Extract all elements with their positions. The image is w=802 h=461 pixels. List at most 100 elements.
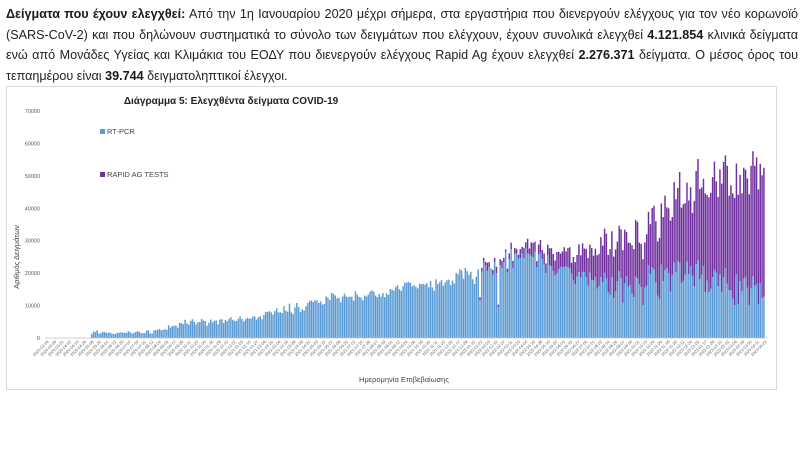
bar-rt-pcr bbox=[547, 254, 549, 338]
bar-rt-pcr bbox=[605, 278, 608, 338]
bar-rapid-ag bbox=[642, 259, 644, 306]
bar-rt-pcr bbox=[743, 278, 745, 338]
bar-rt-pcr bbox=[204, 321, 206, 338]
bar-rapid-ag bbox=[682, 204, 685, 281]
bar-rt-pcr bbox=[376, 297, 379, 338]
bar-rt-pcr bbox=[345, 296, 348, 338]
bar-rt-pcr bbox=[307, 302, 309, 338]
bar-rapid-ag bbox=[752, 151, 754, 277]
y-tick-label: 0 bbox=[37, 336, 40, 342]
bar-rt-pcr bbox=[318, 302, 320, 338]
bar-rapid-ag bbox=[700, 187, 703, 275]
bar-rt-pcr bbox=[257, 317, 260, 338]
bar-rt-pcr bbox=[294, 307, 296, 338]
bar-rt-pcr bbox=[160, 330, 163, 338]
bar-rapid-ag bbox=[660, 203, 663, 265]
stacked-bar-chart: Διάγραμμα 5: Ελεγχθέντα δείγματα COVID-1… bbox=[12, 96, 768, 384]
bar-rt-pcr bbox=[732, 298, 734, 338]
bar-rt-pcr bbox=[543, 264, 545, 338]
bar-rapid-ag bbox=[741, 193, 743, 292]
bar-rt-pcr bbox=[473, 284, 476, 338]
bar-rapid-ag bbox=[488, 262, 490, 268]
bar-rapid-ag bbox=[552, 254, 554, 272]
bar-rt-pcr bbox=[208, 322, 210, 338]
bar-rt-pcr bbox=[754, 285, 756, 338]
bar-rapid-ag bbox=[580, 255, 582, 278]
bar-rt-pcr bbox=[365, 296, 368, 338]
bar-rt-pcr bbox=[103, 331, 106, 338]
bar-rapid-ag bbox=[706, 194, 708, 281]
bar-rt-pcr bbox=[534, 251, 536, 338]
y-tick-label: 60000 bbox=[25, 141, 40, 147]
bar-rt-pcr bbox=[592, 280, 595, 338]
bar-rt-pcr bbox=[682, 280, 685, 338]
bar-rt-pcr bbox=[583, 271, 586, 338]
bar-rt-pcr bbox=[638, 283, 641, 338]
bar-rt-pcr bbox=[459, 268, 461, 338]
bar-rapid-ag bbox=[649, 224, 652, 275]
bar-rapid-ag bbox=[699, 189, 701, 279]
bar-rt-pcr bbox=[435, 279, 437, 338]
bar-rt-pcr bbox=[569, 268, 571, 338]
bar-rapid-ag bbox=[673, 182, 675, 263]
bar-rt-pcr bbox=[156, 329, 159, 338]
bar-rt-pcr bbox=[580, 277, 582, 338]
bar-rapid-ag bbox=[581, 243, 584, 272]
bar-rapid-ag bbox=[625, 231, 628, 277]
bar-rapid-ag bbox=[629, 242, 631, 285]
bar-rapid-ag bbox=[704, 193, 707, 292]
bar-rt-pcr bbox=[622, 302, 624, 338]
bar-rapid-ag bbox=[530, 242, 533, 256]
bar-rapid-ag bbox=[547, 244, 549, 255]
bar-rapid-ag bbox=[596, 255, 598, 289]
bar-rt-pcr bbox=[625, 276, 628, 338]
y-axis-label: Αριθμός Δειγμάτων bbox=[12, 225, 21, 289]
bar-rt-pcr bbox=[195, 324, 197, 338]
bar-rapid-ag bbox=[744, 169, 747, 277]
bar-rapid-ag bbox=[721, 183, 723, 292]
bar-rt-pcr bbox=[382, 292, 384, 338]
bar-rapid-ag bbox=[713, 161, 716, 270]
bar-rt-pcr bbox=[109, 332, 111, 338]
bar-rt-pcr bbox=[451, 280, 454, 338]
bar-rt-pcr bbox=[501, 267, 503, 338]
bar-rt-pcr bbox=[336, 298, 338, 338]
bar-rt-pcr bbox=[334, 295, 337, 338]
bar-rapid-ag bbox=[730, 185, 732, 290]
bar-rt-pcr bbox=[460, 270, 463, 338]
bar-rt-pcr bbox=[490, 268, 492, 338]
bar-rt-pcr bbox=[180, 323, 183, 338]
bar-rt-pcr bbox=[149, 333, 152, 338]
bar-rt-pcr bbox=[611, 277, 613, 338]
bar-rt-pcr bbox=[384, 297, 386, 338]
bar-rt-pcr bbox=[166, 329, 168, 338]
bar-rt-pcr bbox=[327, 297, 329, 338]
bar-rt-pcr bbox=[356, 294, 359, 338]
summary-text-1: Από την 1η Ιανουαρίου 2020 μέχρι σήμερα,… bbox=[6, 7, 799, 42]
bar-rapid-ag bbox=[671, 217, 674, 275]
bar-rt-pcr bbox=[631, 293, 633, 338]
bar-rt-pcr bbox=[338, 297, 340, 338]
bar-rt-pcr bbox=[486, 270, 489, 338]
bar-rt-pcr bbox=[658, 298, 661, 338]
bar-rt-pcr bbox=[438, 282, 441, 338]
bar-rt-pcr bbox=[171, 326, 174, 338]
bar-rapid-ag bbox=[708, 197, 710, 293]
bar-rapid-ag bbox=[724, 155, 727, 268]
bar-rt-pcr bbox=[644, 287, 646, 338]
bar-rt-pcr bbox=[528, 254, 531, 338]
bar-rt-pcr bbox=[541, 258, 544, 338]
bar-rt-pcr bbox=[155, 329, 157, 338]
bar-rt-pcr bbox=[127, 331, 130, 338]
bar-rapid-ag bbox=[545, 263, 547, 274]
bar-rt-pcr bbox=[471, 279, 474, 338]
bar-rt-pcr bbox=[418, 283, 421, 338]
bar-rt-pcr bbox=[730, 290, 732, 338]
bar-rapid-ag bbox=[620, 229, 622, 278]
bar-rt-pcr bbox=[398, 289, 401, 338]
bar-rapid-ag bbox=[486, 262, 489, 271]
bar-rt-pcr bbox=[363, 295, 366, 338]
bar-rt-pcr bbox=[136, 331, 139, 338]
bar-rt-pcr bbox=[347, 297, 349, 338]
bar-rt-pcr bbox=[550, 266, 553, 338]
